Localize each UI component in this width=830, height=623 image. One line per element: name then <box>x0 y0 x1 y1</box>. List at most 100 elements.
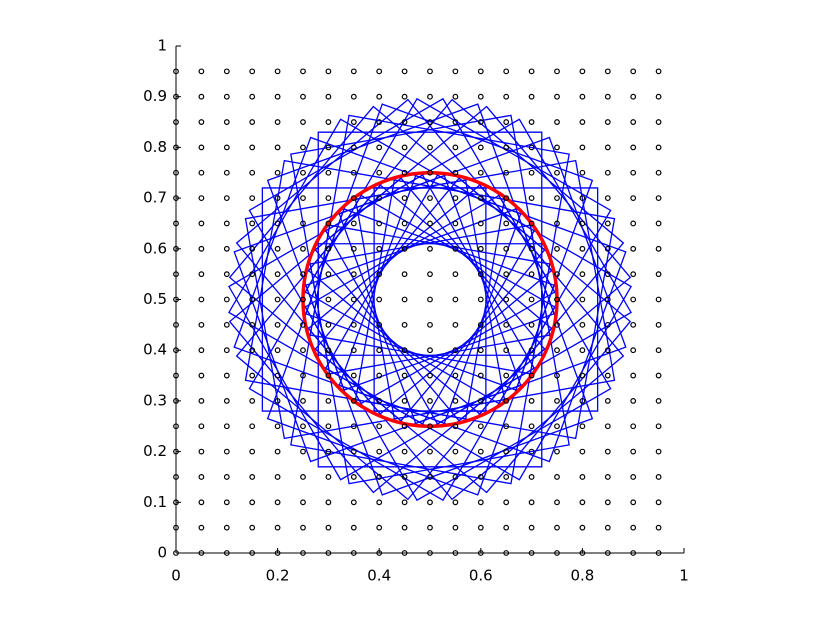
point <box>376 119 383 125</box>
point <box>274 169 281 176</box>
point <box>325 499 332 506</box>
point <box>325 93 332 100</box>
y-tick-label: 0.8 <box>143 138 167 156</box>
point <box>401 119 408 125</box>
point <box>579 169 586 176</box>
point <box>376 271 383 278</box>
x-tick-label: 0.8 <box>570 567 594 585</box>
point <box>604 499 611 506</box>
point <box>503 195 510 202</box>
point <box>477 144 484 151</box>
point <box>452 474 459 480</box>
point <box>604 474 611 480</box>
point <box>630 474 637 480</box>
point <box>223 347 230 354</box>
point <box>528 93 535 100</box>
point <box>401 245 408 252</box>
point <box>477 245 484 252</box>
point <box>579 347 586 354</box>
point <box>223 398 230 404</box>
point <box>325 448 332 455</box>
point <box>579 296 586 303</box>
point <box>376 474 383 480</box>
point <box>477 448 484 455</box>
point <box>376 296 383 303</box>
y-tick-label: 0.4 <box>143 341 167 359</box>
point <box>198 195 205 202</box>
point <box>300 499 306 506</box>
point <box>325 68 332 75</box>
point <box>452 144 459 151</box>
point <box>554 398 560 404</box>
point <box>376 68 383 75</box>
point <box>249 398 256 404</box>
square <box>228 177 546 494</box>
point <box>274 448 281 455</box>
point <box>604 195 611 202</box>
point <box>477 321 484 328</box>
point <box>350 68 357 75</box>
point <box>223 321 230 328</box>
y-tick-label: 0.2 <box>143 442 167 460</box>
point <box>300 372 306 379</box>
point <box>401 372 408 379</box>
point <box>604 68 611 75</box>
point <box>325 245 332 252</box>
point <box>655 119 662 125</box>
point <box>274 372 281 379</box>
point <box>249 474 256 480</box>
point <box>604 372 611 379</box>
point <box>655 195 662 202</box>
point <box>604 398 611 404</box>
point <box>300 144 306 151</box>
point <box>554 499 560 506</box>
point <box>630 398 637 404</box>
point <box>325 195 332 202</box>
point <box>223 169 230 176</box>
point <box>554 474 560 480</box>
point <box>579 271 586 278</box>
point <box>350 474 357 480</box>
point <box>528 68 535 75</box>
point <box>427 68 433 75</box>
point <box>274 68 281 75</box>
point <box>655 93 662 100</box>
point <box>198 169 205 176</box>
y-tick-label: 0.9 <box>143 87 167 105</box>
point <box>300 271 306 278</box>
point <box>198 321 205 328</box>
point <box>223 271 230 278</box>
point <box>198 296 205 303</box>
point <box>350 144 357 151</box>
point <box>427 144 433 151</box>
point <box>554 524 560 531</box>
point <box>427 499 433 506</box>
point <box>325 144 332 151</box>
x-tick-label: 1 <box>679 567 689 585</box>
point <box>274 220 281 227</box>
point <box>350 448 357 455</box>
point <box>376 220 383 227</box>
point <box>528 524 535 531</box>
square <box>235 184 553 501</box>
point <box>401 524 408 531</box>
point <box>630 271 637 278</box>
point <box>554 372 560 379</box>
point <box>452 321 459 328</box>
point <box>452 524 459 531</box>
point <box>579 195 586 202</box>
point <box>579 93 586 100</box>
point <box>198 524 205 531</box>
point <box>198 144 205 151</box>
point <box>249 296 256 303</box>
point <box>325 347 332 354</box>
point <box>427 195 433 202</box>
point <box>300 195 306 202</box>
point <box>503 220 510 227</box>
point <box>655 398 662 404</box>
point <box>300 119 306 125</box>
point <box>401 296 408 303</box>
point <box>350 423 357 430</box>
point <box>579 448 586 455</box>
point <box>325 271 332 278</box>
